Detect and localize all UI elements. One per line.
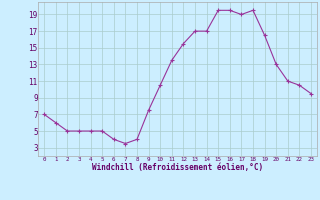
- X-axis label: Windchill (Refroidissement éolien,°C): Windchill (Refroidissement éolien,°C): [92, 163, 263, 172]
